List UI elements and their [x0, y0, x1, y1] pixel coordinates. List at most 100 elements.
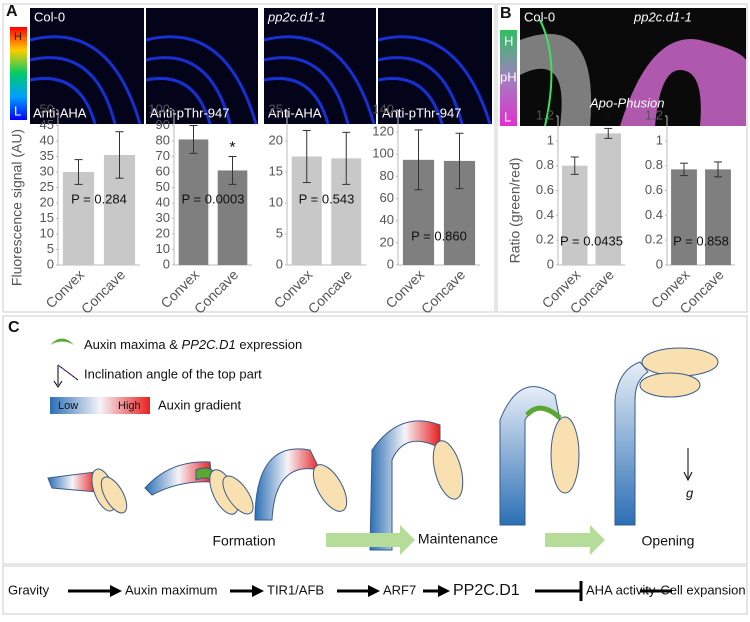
- y-tick-label: 15: [269, 163, 283, 178]
- y-tick-label: 50: [156, 179, 170, 194]
- legend-text: PP2C.D1: [182, 337, 236, 352]
- gravity-arrow: [683, 448, 693, 482]
- y-tick-label: 1.2: [645, 107, 663, 122]
- significance-mark: *: [229, 140, 235, 157]
- y-tick-label: 0.2: [536, 232, 554, 247]
- y-tick-label: 70: [156, 148, 170, 163]
- panel-frame: [2, 3, 496, 313]
- y-tick-label: 0.2: [645, 232, 663, 247]
- seedling: [47, 347, 719, 551]
- y-tick-label: 0.4: [536, 207, 554, 222]
- y-tick-label: 10: [40, 225, 54, 240]
- panel-label: A: [6, 3, 18, 20]
- stage-label: Maintenance: [418, 531, 498, 547]
- y-tick-label: 90: [156, 117, 170, 132]
- scale-label: pH: [500, 69, 517, 84]
- micrograph: [520, 8, 746, 127]
- image-label: Col-0: [34, 9, 65, 24]
- pathway-node: PP2C.D1: [453, 582, 520, 599]
- y-tick-label: 0.6: [536, 182, 554, 197]
- y-tick-label: 45: [40, 117, 54, 132]
- gradient-bar: [50, 397, 150, 414]
- y-tick-label: 5: [47, 241, 54, 256]
- y-tick-label: 40: [380, 212, 394, 227]
- y-tick-label: 30: [40, 163, 54, 178]
- p-value: P = 0.284: [71, 191, 127, 206]
- pathway-node: AHA activity: [586, 582, 656, 597]
- y-tick-label: 10: [269, 194, 283, 209]
- y-tick-label: 100: [148, 101, 170, 116]
- y-tick-label: 140: [372, 101, 394, 116]
- scale-label: L: [14, 103, 21, 118]
- gradient-label: Low: [58, 400, 78, 412]
- p-value: P = 0.860: [411, 228, 467, 243]
- micrograph: [29, 8, 492, 125]
- image-label: Anti-AHA: [268, 105, 322, 120]
- significance-mark: *: [605, 112, 611, 129]
- legend-text: Auxin maxima & PP2C.D1 expression: [84, 337, 302, 352]
- y-tick-label: 80: [156, 132, 170, 147]
- y-tick-label: 0: [387, 256, 394, 271]
- image-label: Anti-AHA: [33, 105, 87, 120]
- color-scale: [500, 30, 517, 126]
- y-axis-title: Ratio (green/red): [507, 158, 523, 264]
- bar: [595, 133, 621, 265]
- y-tick-label: 60: [380, 190, 394, 205]
- legend-icon: [57, 364, 79, 381]
- legend-text: Inclination angle of the top part: [84, 366, 262, 381]
- legend-text: expression: [236, 337, 302, 352]
- pathway-node: Cell expansion: [660, 582, 745, 597]
- legend-icon: [50, 338, 74, 345]
- p-value: P = 0.858: [673, 233, 729, 248]
- y-tick-label: 60: [156, 163, 170, 178]
- gradient-label: High: [118, 400, 141, 412]
- image-label: Col-0: [524, 9, 555, 24]
- y-tick-label: 100: [372, 146, 394, 161]
- y-tick-label: 1: [547, 132, 554, 147]
- image-label: pp2c.d1-1: [267, 9, 326, 24]
- y-tick-label: 0.8: [645, 157, 663, 172]
- y-tick-label: 0.4: [645, 207, 663, 222]
- bar: [671, 169, 697, 265]
- stage-label: Formation: [212, 533, 275, 549]
- pathway-node: Auxin maximum: [125, 582, 217, 597]
- p-value: P = 0.0003: [181, 191, 244, 206]
- pathway-node: TIR1/AFB: [267, 582, 324, 597]
- y-tick-label: 35: [40, 148, 54, 163]
- legend-text: Auxin gradient: [158, 397, 241, 412]
- image-label: Anti-pThr-947: [382, 105, 461, 120]
- panel-frame: [2, 565, 748, 615]
- bar: [62, 172, 95, 265]
- y-tick-label: 15: [40, 210, 54, 225]
- y-axis-title: Fluorescence signal (AU): [9, 129, 25, 286]
- p-value: P = 0.0435: [560, 233, 623, 248]
- y-tick-label: 120: [372, 124, 394, 139]
- y-tick-label: 30: [156, 210, 170, 225]
- panel-frame: [496, 3, 748, 313]
- y-tick-label: 0: [547, 256, 554, 271]
- y-tick-label: 0: [163, 256, 170, 271]
- y-tick-label: 50: [40, 101, 54, 116]
- y-tick-label: 0.8: [536, 157, 554, 172]
- y-tick-label: 1: [656, 132, 663, 147]
- image-label: pp2c.d1-1: [633, 9, 692, 24]
- scale-label: H: [504, 33, 513, 48]
- y-tick-label: 0: [47, 256, 54, 271]
- y-tick-label: 25: [269, 101, 283, 116]
- y-tick-label: 25: [40, 179, 54, 194]
- panel-label: B: [500, 5, 512, 22]
- pathway-node: ARF7: [383, 582, 416, 597]
- panel-label: C: [8, 319, 20, 336]
- y-tick-label: 10: [156, 241, 170, 256]
- y-tick-label: 0: [656, 256, 663, 271]
- y-tick-label: 1.2: [536, 107, 554, 122]
- stage-label: Opening: [642, 533, 695, 549]
- y-tick-label: 20: [40, 194, 54, 209]
- y-tick-label: 5: [276, 225, 283, 240]
- y-tick-label: 0.6: [645, 182, 663, 197]
- bar: [705, 169, 731, 265]
- bar: [562, 165, 588, 265]
- p-value: P = 0.543: [299, 191, 355, 206]
- image-label: Anti-pThr-947: [150, 105, 229, 120]
